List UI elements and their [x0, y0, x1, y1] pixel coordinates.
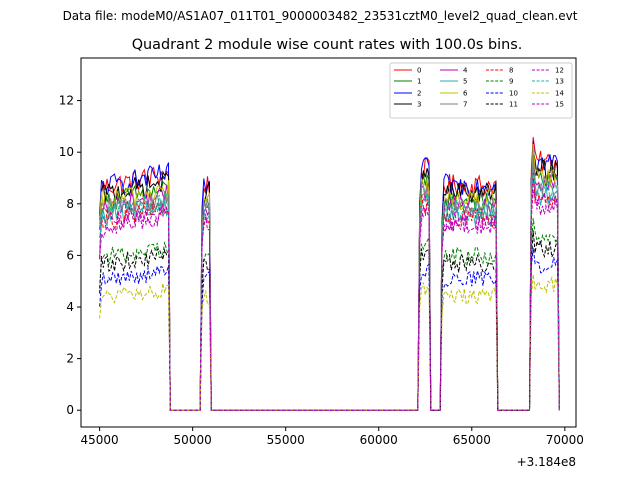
legend-label-5: 5	[463, 78, 467, 86]
legend-label-7: 7	[463, 101, 467, 109]
x-tick-label-70000: 70000	[546, 433, 584, 447]
legend-label-8: 8	[509, 67, 513, 75]
y-tick-label-10: 10	[59, 145, 74, 159]
x-tick-label-50000: 50000	[174, 433, 212, 447]
axes-frame	[80, 57, 577, 428]
legend-label-11: 11	[509, 101, 518, 109]
y-tick-label-2: 2	[66, 352, 74, 366]
series-line-15	[99, 189, 560, 411]
x-tick-label-45000: 45000	[81, 433, 119, 447]
legend-label-2: 2	[417, 90, 421, 98]
y-tick-label-12: 12	[59, 94, 74, 108]
y-tick-label-4: 4	[66, 300, 74, 314]
legend-label-6: 6	[463, 90, 468, 98]
x-axis: 45000 50000 55000 60000 65000 70000	[81, 427, 584, 447]
x-offset-label: +3.184e8	[517, 455, 576, 469]
y-tick-label-0: 0	[66, 403, 74, 417]
legend-label-14: 14	[555, 90, 564, 98]
legend-label-12: 12	[555, 67, 564, 75]
y-axis: 0 2 4 6 8 10 12	[59, 94, 81, 417]
legend-label-3: 3	[417, 101, 421, 109]
legend-label-0: 0	[417, 67, 421, 75]
suptitle: Data file: modeM0/AS1A07_011T01_90000034…	[63, 9, 578, 23]
legend-label-1: 1	[417, 78, 421, 86]
legend-frame	[389, 62, 573, 119]
x-tick-label-60000: 60000	[360, 433, 398, 447]
x-tick-label-55000: 55000	[267, 433, 305, 447]
legend-label-9: 9	[509, 78, 513, 86]
legend-label-4: 4	[463, 67, 468, 75]
y-tick-label-8: 8	[66, 197, 74, 211]
y-tick-label-6: 6	[66, 248, 74, 262]
plot-area	[99, 137, 560, 411]
series-layer	[99, 137, 560, 411]
legend-label-10: 10	[509, 90, 518, 98]
chart-title: Quadrant 2 module wise count rates with …	[132, 37, 523, 53]
legend-label-13: 13	[555, 78, 564, 86]
legend-label-15: 15	[555, 101, 564, 109]
x-tick-label-65000: 65000	[453, 433, 491, 447]
